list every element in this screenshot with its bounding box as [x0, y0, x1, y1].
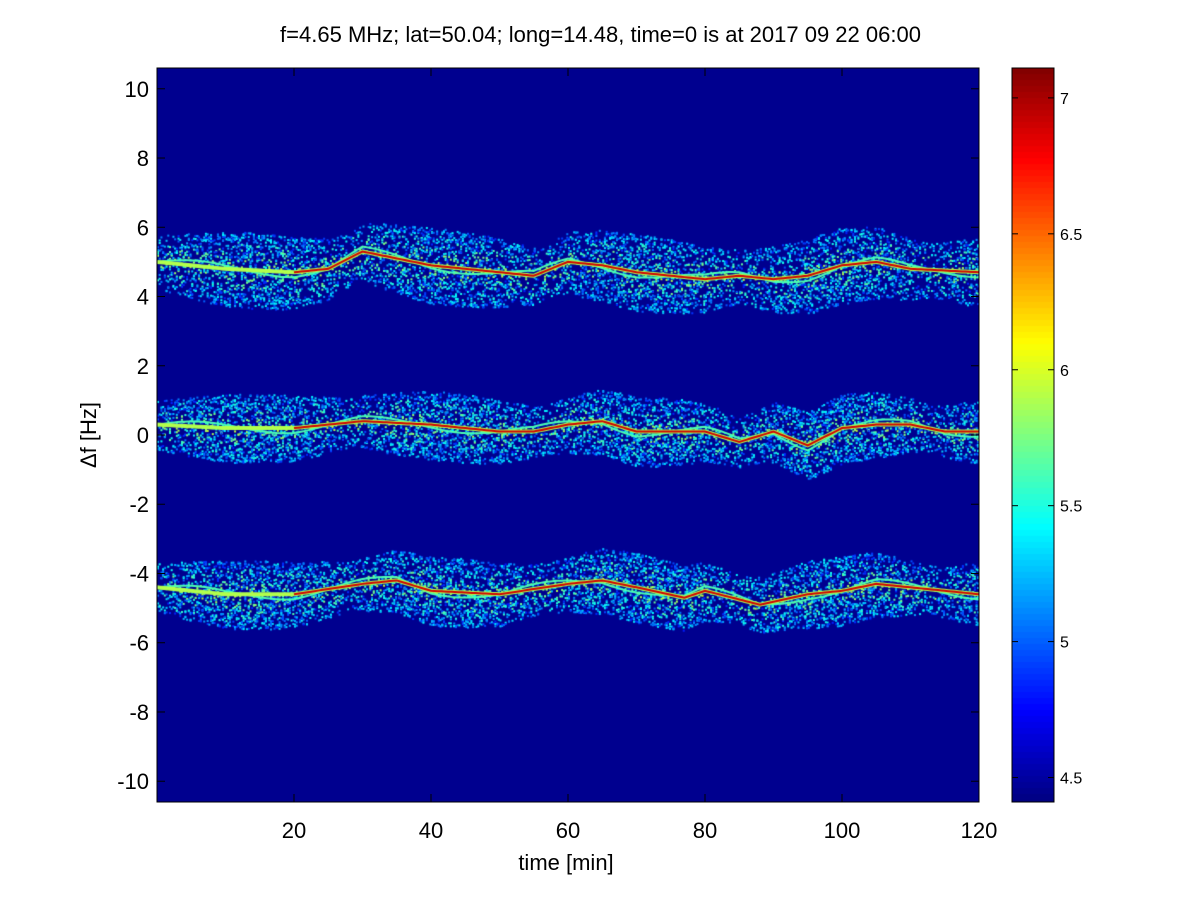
- colorbar-frame: [1011, 67, 1055, 803]
- y-tick-label: -4: [129, 561, 149, 586]
- y-tick-label: -2: [129, 492, 149, 517]
- y-tick-label: 4: [137, 285, 149, 310]
- colorbar-tick-label: 6.5: [1060, 227, 1082, 244]
- x-tick-label: 60: [556, 818, 580, 843]
- x-axis-label: time [min]: [518, 850, 613, 875]
- x-tick-label: 80: [693, 818, 717, 843]
- y-tick-label: 10: [125, 77, 149, 102]
- colorbar-tick-label: 5.5: [1060, 499, 1082, 516]
- spectrogram-heatmap: [157, 68, 979, 802]
- y-tick-label: 0: [137, 423, 149, 448]
- colorbar-tick-label: 6: [1060, 363, 1069, 380]
- y-tick-label: -8: [129, 700, 149, 725]
- y-tick-label: -10: [117, 769, 149, 794]
- plot-frame: [156, 67, 980, 803]
- x-tick-label: 100: [824, 818, 861, 843]
- x-tick-label: 20: [282, 818, 306, 843]
- colorbar: [1012, 68, 1054, 802]
- colorbar-tick-label: 5: [1060, 635, 1069, 652]
- y-tick-label: 6: [137, 215, 149, 240]
- chart-title: f=4.65 MHz; lat=50.04; long=14.48, time=…: [280, 22, 921, 47]
- colorbar-tick-label: 4.5: [1060, 771, 1082, 788]
- y-tick-label: 8: [137, 146, 149, 171]
- colorbar-tick-label: 7: [1060, 91, 1069, 108]
- x-tick-label: 120: [961, 818, 998, 843]
- y-tick-label: 2: [137, 354, 149, 379]
- y-tick-label: -6: [129, 631, 149, 656]
- x-tick-label: 40: [419, 818, 443, 843]
- y-axis-label: Δf [Hz]: [76, 402, 101, 468]
